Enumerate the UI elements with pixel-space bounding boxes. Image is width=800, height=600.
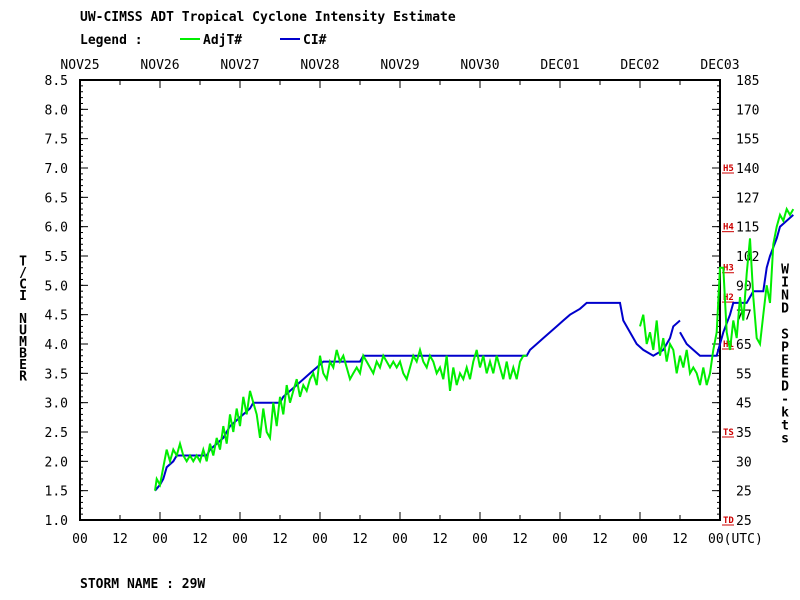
x-hour-label: 00 [312,532,328,547]
category-mark-h2: H2 [723,293,734,303]
y-tick-label: 2.0 [45,455,68,470]
x-hour-label: 12 [112,532,128,547]
x-date-label: NOV30 [460,58,499,73]
category-mark-ts: TS [723,428,734,438]
y-tick-label: 6.5 [45,191,68,206]
y2-tick-label: 25 [736,514,752,529]
x-hour-label: 12 [592,532,608,547]
category-mark-td: TD [723,516,734,526]
storm-name: STORM NAME : 29W [80,577,205,592]
legend-entry-adjt: AdjT# [203,33,242,48]
y-tick-label: 6.0 [45,221,68,236]
category-mark-h5: H5 [723,164,734,174]
y2-tick-label: 90 [736,279,752,294]
series-line-adjt-late [639,206,795,386]
x-date-label: DEC01 [540,58,579,73]
x-date-label: NOV25 [60,58,99,73]
y-tick-label: 2.5 [45,426,68,441]
y2-tick-label: 185 [736,74,759,89]
y2-tick-label: 25 [736,485,752,500]
x-date-label: NOV28 [300,58,339,73]
x-date-label: DEC02 [620,58,659,73]
x-date-labels: NOV25 NOV26 NOV27 NOV28 NOV29 NOV30 DEC01 DEC02… [60,58,739,73]
x-hour-label: 12 [512,532,528,547]
y2-tick-label: 127 [736,191,759,206]
x-hour-label: 12 [352,532,368,547]
x-hour-label: 12 [432,532,448,547]
x-hour-label: 00 [632,532,648,547]
y2-tick-label: 55 [736,367,752,382]
x-hour-label: 12 [192,532,208,547]
series-lines [154,206,795,492]
x-hour-label: 00 [552,532,568,547]
x-hour-label: 00 [152,532,168,547]
y-tick-label: 7.0 [45,162,68,177]
y2-tick-label: 30 [736,455,752,470]
y-tick-label: 5.0 [45,279,68,294]
x-hour-labels: 00 12 00 12 00 12 00 12 00 12 00 12 00 12 00 12 00(UTC) [72,80,763,547]
y2-tick-label: 115 [736,221,759,236]
y2-tick-label: 45 [736,397,752,412]
x-date-label: NOV27 [220,58,259,73]
y-tick-label: 1.5 [45,485,68,500]
y2-tick-label: 155 [736,133,759,148]
y-tick-label: 8.0 [45,103,68,118]
x-date-label: NOV26 [140,58,179,73]
y2-tick-label: 170 [736,103,759,118]
y-tick-label: 1.0 [45,514,68,529]
plot-frame [79,79,721,521]
x-hour-label: 00 [392,532,408,547]
legend-label: Legend : [80,33,143,48]
category-mark-h4: H4 [723,223,734,233]
chart-title: UW-CIMSS ADT Tropical Cyclone Intensity … [80,10,456,25]
x-hour-label: 00 [232,532,248,547]
x-hour-label: 00(UTC) [708,532,763,547]
y2-tick-label: 65 [736,338,752,353]
x-hour-label: 00 [72,532,88,547]
y-tick-label: 4.0 [45,338,68,353]
x-hour-label: 12 [272,532,288,547]
legend: AdjT# CI# [180,33,327,48]
series-line-adjt [154,346,527,491]
y-tick-label: 5.5 [45,250,68,265]
y2-tick-label: 140 [736,162,759,177]
x-date-label: NOV29 [380,58,419,73]
y-tick-label: 3.0 [45,397,68,412]
category-mark-h3: H3 [723,264,734,274]
x-hour-label: 12 [672,532,688,547]
y-tick-label: 3.5 [45,367,68,382]
y-axis-ticks: 1.0 1.5 2.0 2.5 3.0 3.5 4.0 4.5 5.0 5.5 6.0 6.5 7.0 7… [45,74,720,529]
series-line-ci [154,301,681,492]
x-date-label: DEC03 [700,58,739,73]
legend-entry-ci: CI# [303,33,327,48]
y-tick-label: 8.5 [45,74,68,89]
y2-tick-label: 35 [736,426,752,441]
y-tick-label: 4.5 [45,309,68,324]
y-tick-label: 7.5 [45,133,68,148]
x-hour-label: 00 [472,532,488,547]
